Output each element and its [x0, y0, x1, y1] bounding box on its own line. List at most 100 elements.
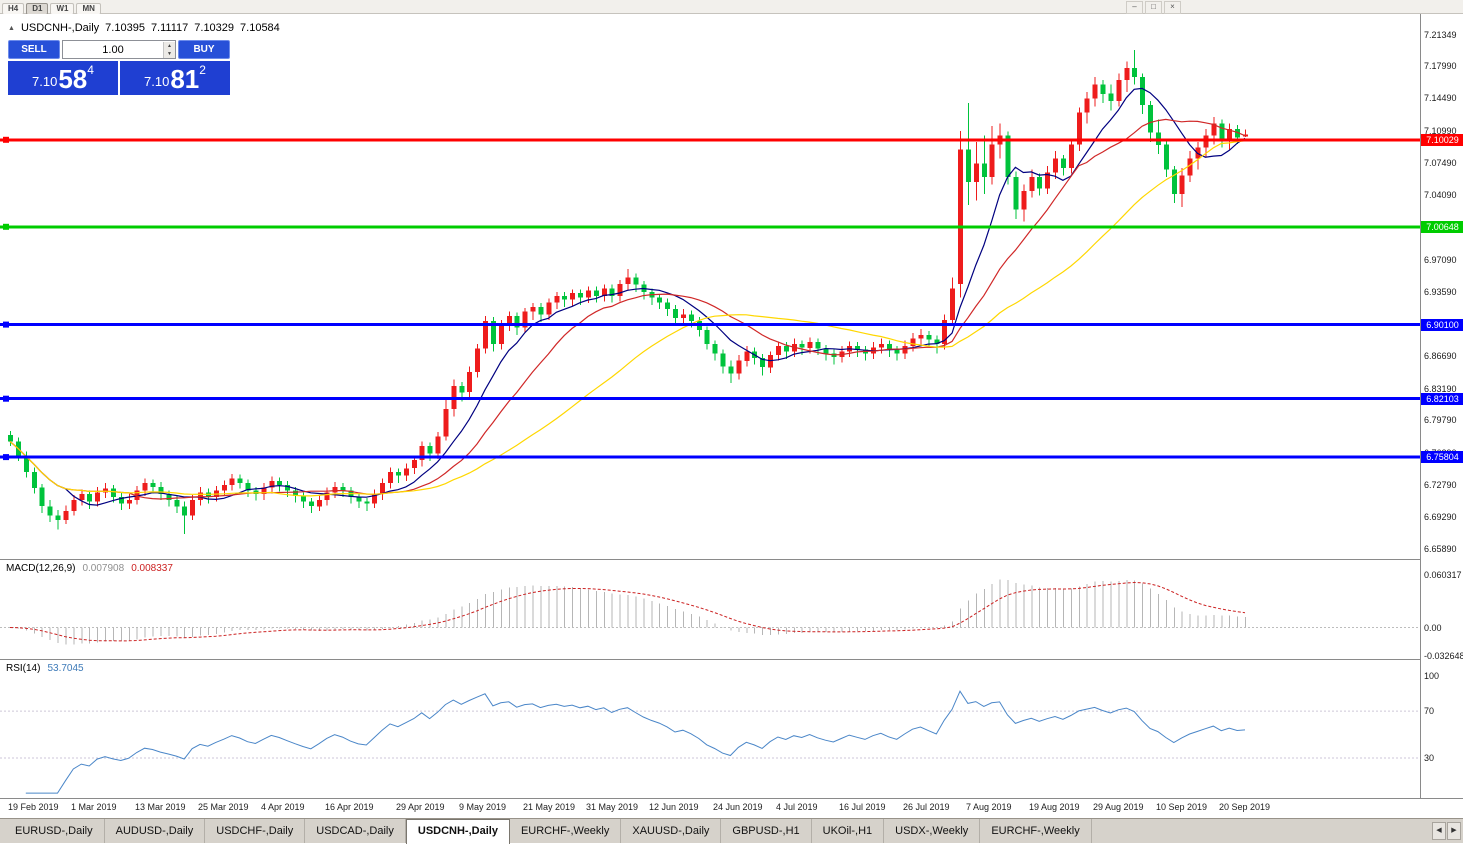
candle-body: [332, 486, 338, 493]
candle-body: [1013, 177, 1019, 210]
candle-body: [680, 314, 686, 319]
candle-body: [973, 163, 979, 182]
chart-tab-eurusd-daily[interactable]: EURUSD-,Daily: [4, 818, 105, 843]
volume-stepper[interactable]: 1.00 ▲ ▼: [62, 40, 176, 59]
price-axis-label: 6.93590: [1424, 287, 1457, 297]
price-level-badge: 7.10029: [1421, 134, 1463, 146]
time-axis-label: 9 May 2019: [459, 802, 507, 812]
quote-open: 7.10395: [105, 22, 145, 34]
candle-body: [989, 144, 995, 178]
candle-body: [965, 149, 971, 182]
chart-tab-ukoil-h1[interactable]: UKOil-,H1: [812, 818, 885, 843]
candle-body: [300, 496, 306, 502]
chart-tab-eurchf-weekly[interactable]: EURCHF-,Weekly: [980, 818, 1092, 843]
price-axis[interactable]: 7.21349 7.17990 7.14490 7.10990 7.07490 7.040…: [1420, 14, 1463, 798]
price-axis-label: 6.65890: [1424, 544, 1457, 554]
rsi-axis-label: 100: [1424, 671, 1440, 681]
candle-body: [403, 468, 409, 476]
sell-price-box[interactable]: 7.10 58 4: [8, 61, 118, 95]
candle-body: [910, 338, 916, 346]
line-anchor-marker[interactable]: [3, 223, 9, 230]
chart-tab-usdchf-daily[interactable]: USDCHF-,Daily: [205, 818, 306, 843]
candle-body: [158, 486, 164, 495]
candle-body: [918, 334, 924, 339]
price-axis-label: 7.04090: [1424, 190, 1457, 200]
candle-body: [1092, 84, 1098, 99]
restore-icon[interactable]: □: [1145, 1, 1162, 14]
timeframe-button-w1[interactable]: W1: [50, 2, 75, 15]
candle-body: [467, 371, 473, 393]
candle-body: [1037, 177, 1043, 189]
minimize-icon[interactable]: –: [1126, 1, 1143, 14]
price-level-badge: 7.00648: [1421, 221, 1463, 233]
buy-button[interactable]: BUY: [178, 40, 230, 59]
time-axis-label: 1 Mar 2019: [71, 802, 117, 812]
quote-close: 7.10584: [240, 22, 280, 34]
candle-body: [942, 319, 948, 344]
buy-price-box[interactable]: 7.10 81 2: [120, 61, 230, 95]
price-level-badge: 6.90100: [1421, 319, 1463, 331]
candle-body: [483, 320, 488, 349]
timeframe-button-h4[interactable]: H4: [2, 2, 25, 15]
candle-body: [530, 307, 536, 312]
candle-body: [1053, 158, 1058, 173]
time-axis-label: 25 Mar 2019: [198, 802, 249, 812]
time-axis-label: 20 Sep 2019: [1219, 802, 1271, 812]
volume-up-icon[interactable]: ▲: [164, 41, 175, 50]
candle-body: [1084, 98, 1090, 113]
volume-down-icon[interactable]: ▼: [164, 49, 175, 58]
tab-scroll-right-button[interactable]: ▶: [1447, 822, 1461, 840]
candle-body: [39, 487, 45, 507]
candle-body: [1227, 129, 1233, 141]
line-anchor-marker[interactable]: [3, 136, 9, 143]
candle-body: [380, 483, 386, 495]
macd-panel[interactable]: [0, 560, 1420, 658]
one-click-trading-panel: SELL 1.00 ▲ ▼ BUY 7.10 58 4 7.10 81 2: [8, 40, 230, 95]
window-controls: – □ ×: [1126, 1, 1181, 14]
line-anchor-marker[interactable]: [3, 395, 9, 402]
price-axis-label: 7.21349: [1424, 30, 1457, 40]
time-axis-label: 26 Jul 2019: [903, 802, 950, 812]
candle-body: [1060, 158, 1066, 168]
timeframe-button-d1[interactable]: D1: [26, 2, 49, 15]
candle-body: [617, 283, 623, 296]
chart-tab-usdx-weekly[interactable]: USDX-,Weekly: [884, 818, 981, 843]
rsi-panel[interactable]: [0, 660, 1420, 798]
collapse-arrow-icon[interactable]: ▲: [8, 24, 15, 32]
candle-body: [150, 483, 156, 487]
chart-area: 7.21349 7.17990 7.14490 7.10990 7.07490 7.040…: [0, 14, 1463, 818]
candle-body: [261, 487, 267, 495]
close-icon[interactable]: ×: [1164, 1, 1181, 14]
price-axis-label: 7.14490: [1424, 93, 1457, 103]
chart-tab-gbpusd-h1[interactable]: GBPUSD-,H1: [721, 818, 812, 843]
candle-body: [1124, 67, 1130, 80]
time-axis[interactable]: 19 Feb 2019 1 Mar 2019 13 Mar 2019 25 Mar 2…: [0, 799, 1420, 818]
sell-button[interactable]: SELL: [8, 40, 60, 59]
buy-price-pips: 81: [170, 64, 200, 94]
candle-body: [324, 492, 330, 500]
chart-tab-audusd-daily[interactable]: AUDUSD-,Daily: [105, 818, 206, 843]
candle-body: [190, 499, 196, 516]
candle-body: [522, 311, 528, 328]
candle-body: [609, 288, 615, 296]
candle-body: [87, 494, 93, 502]
panel-separator: [0, 659, 1463, 660]
timeframe-button-mn[interactable]: MN: [76, 2, 101, 15]
candle-body: [126, 499, 132, 504]
volume-input[interactable]: 1.00: [102, 43, 124, 56]
chart-tab-eurchf-weekly[interactable]: EURCHF-,Weekly: [510, 818, 622, 843]
candle-body: [134, 490, 140, 500]
ma-slow-line: [9, 140, 1246, 497]
price-chart[interactable]: [0, 14, 1420, 558]
line-anchor-marker[interactable]: [3, 321, 9, 328]
time-axis-label: 16 Jul 2019: [839, 802, 886, 812]
panel-separator: [0, 798, 1463, 799]
candle-body: [237, 478, 243, 484]
chart-tab-usdcad-daily[interactable]: USDCAD-,Daily: [305, 818, 406, 843]
chart-tab-xauusd-daily[interactable]: XAUUSD-,Daily: [621, 818, 722, 843]
tab-scroll-left-button[interactable]: ◀: [1432, 822, 1446, 840]
candle-body: [744, 351, 750, 361]
chart-tab-usdcnh-daily[interactable]: USDCNH-,Daily: [405, 818, 510, 844]
line-anchor-marker[interactable]: [3, 454, 9, 461]
candle-body: [459, 385, 465, 393]
